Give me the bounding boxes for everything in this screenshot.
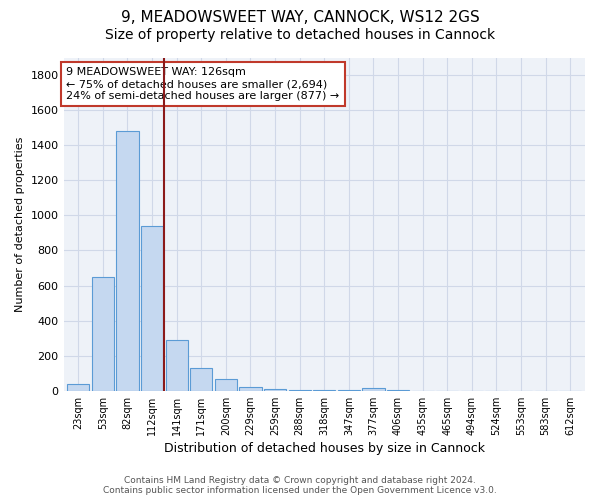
- Bar: [215, 380, 237, 391]
- Text: Contains HM Land Registry data © Crown copyright and database right 2024.
Contai: Contains HM Land Registry data © Crown c…: [103, 476, 497, 495]
- Bar: [92, 277, 114, 391]
- Y-axis label: Number of detached properties: Number of detached properties: [15, 136, 25, 312]
- Bar: [190, 368, 212, 391]
- X-axis label: Distribution of detached houses by size in Cannock: Distribution of detached houses by size …: [164, 442, 485, 455]
- Text: 9, MEADOWSWEET WAY, CANNOCK, WS12 2GS: 9, MEADOWSWEET WAY, CANNOCK, WS12 2GS: [121, 10, 479, 25]
- Text: 9 MEADOWSWEET WAY: 126sqm
← 75% of detached houses are smaller (2,694)
24% of se: 9 MEADOWSWEET WAY: 126sqm ← 75% of detac…: [66, 68, 340, 100]
- Bar: [67, 384, 89, 391]
- Bar: [166, 340, 188, 391]
- Bar: [116, 131, 139, 391]
- Bar: [313, 390, 335, 391]
- Bar: [264, 389, 286, 391]
- Bar: [362, 388, 385, 391]
- Bar: [141, 226, 163, 391]
- Text: Size of property relative to detached houses in Cannock: Size of property relative to detached ho…: [105, 28, 495, 42]
- Bar: [239, 387, 262, 391]
- Bar: [289, 390, 311, 391]
